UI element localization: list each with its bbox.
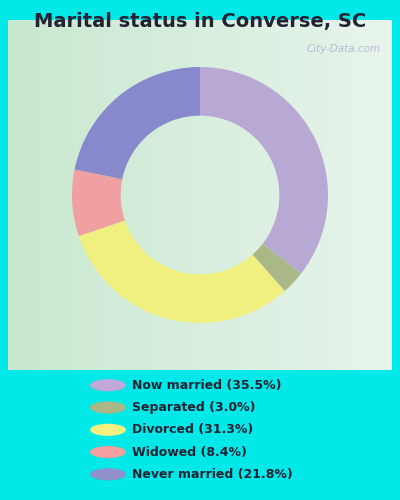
- Circle shape: [90, 402, 126, 413]
- Wedge shape: [72, 170, 125, 236]
- Circle shape: [90, 424, 126, 436]
- Text: Marital status in Converse, SC: Marital status in Converse, SC: [34, 12, 366, 32]
- Wedge shape: [74, 67, 200, 179]
- Text: Separated (3.0%): Separated (3.0%): [132, 401, 256, 414]
- Wedge shape: [252, 244, 301, 291]
- Wedge shape: [200, 67, 328, 274]
- Text: Now married (35.5%): Now married (35.5%): [132, 379, 282, 392]
- Text: City-Data.com: City-Data.com: [306, 44, 380, 54]
- Text: Divorced (31.3%): Divorced (31.3%): [132, 424, 253, 436]
- Circle shape: [90, 468, 126, 480]
- Text: Never married (21.8%): Never married (21.8%): [132, 468, 293, 481]
- Circle shape: [90, 379, 126, 392]
- Wedge shape: [79, 220, 285, 323]
- Text: Widowed (8.4%): Widowed (8.4%): [132, 446, 247, 458]
- Circle shape: [90, 446, 126, 458]
